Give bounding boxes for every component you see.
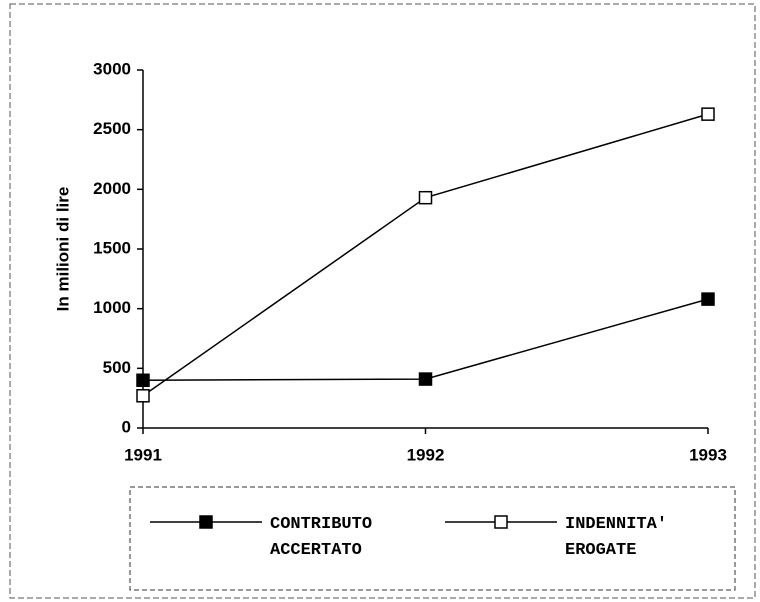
y-tick-label: 500 — [103, 358, 131, 377]
legend-label: INDENNITA' EROGATE — [565, 515, 667, 560]
series-line — [142, 298, 709, 382]
legend-marker — [199, 515, 213, 529]
y-tick-label: 1500 — [93, 238, 131, 257]
x-tick-label: 1991 — [124, 445, 162, 464]
legend-marker — [494, 515, 508, 529]
point — [418, 190, 433, 205]
y-tick-label: 2000 — [93, 179, 131, 198]
point — [136, 389, 150, 403]
point — [701, 292, 715, 306]
y-tick-label: 1000 — [93, 298, 131, 317]
y-tick-label: 3000 — [93, 59, 131, 78]
x-tick-label: 1992 — [407, 445, 445, 464]
y-axis-label: In milioni di lire — [53, 187, 72, 312]
legend-box — [129, 486, 736, 591]
point — [701, 107, 715, 121]
legend-label: CONTRIBUTO ACCERTATO — [270, 515, 372, 560]
frame — [9, 3, 756, 599]
x-tick-label: 1993 — [689, 445, 727, 464]
y-tick-label: 2500 — [93, 119, 131, 138]
y-tick-label: 0 — [122, 417, 131, 436]
series-line — [142, 113, 709, 397]
point — [136, 373, 150, 388]
point — [418, 372, 433, 386]
